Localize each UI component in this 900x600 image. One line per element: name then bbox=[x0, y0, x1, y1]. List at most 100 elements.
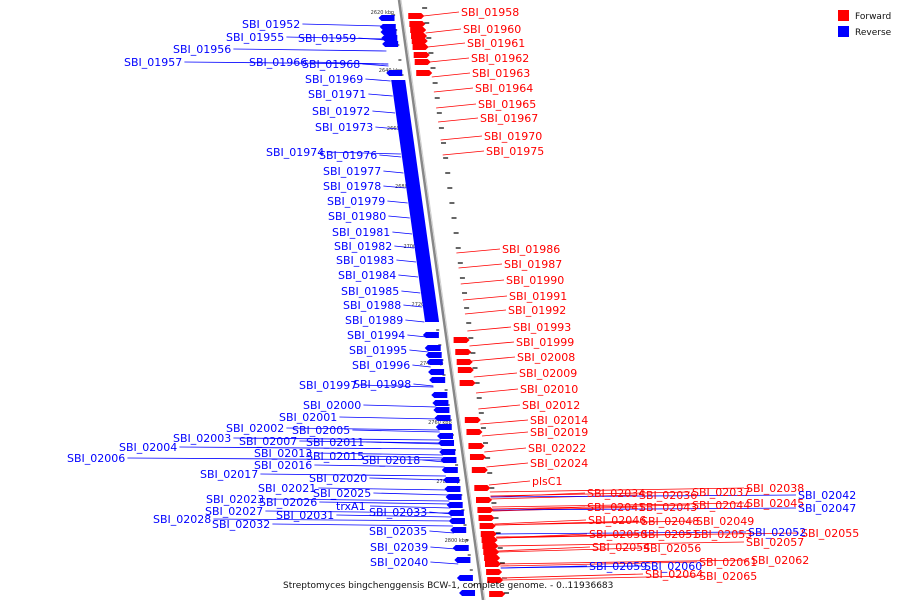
reverse-gene-label: trxA1 bbox=[336, 500, 366, 513]
label-connector bbox=[494, 520, 695, 526]
reverse-gene-block bbox=[404, 172, 423, 205]
forward-gene bbox=[457, 367, 474, 373]
forward-gene-label: SBI_01991 bbox=[509, 290, 567, 303]
label-connector bbox=[500, 561, 698, 567]
forward-gene bbox=[411, 33, 428, 39]
reverse-gene-label: SBI_01971 bbox=[308, 88, 366, 101]
label-connector bbox=[471, 356, 516, 362]
label-connector bbox=[398, 274, 419, 278]
reverse-gene-label: SBI_02026 bbox=[259, 496, 317, 509]
forward-gene-label: SBI_01986 bbox=[502, 243, 560, 256]
forward-gene bbox=[480, 531, 497, 537]
reverse-gene-label: SBI_01977 bbox=[323, 165, 381, 178]
forward-gene-label: SBI_01975 bbox=[486, 145, 544, 158]
reverse-gene-label: SBI_02059 bbox=[589, 560, 647, 573]
label-connector bbox=[440, 135, 483, 141]
label-connector bbox=[179, 446, 443, 450]
reverse-gene-label: SBI_02018 bbox=[362, 454, 420, 467]
forward-gene bbox=[456, 359, 473, 365]
label-connector bbox=[368, 93, 393, 97]
label-connector bbox=[260, 473, 446, 477]
reverse-gene-label: SBI_02015 bbox=[306, 450, 364, 463]
reverse-gene bbox=[434, 415, 451, 421]
forward-gene-label: SBI_02045 bbox=[746, 497, 804, 510]
label-connector bbox=[373, 492, 449, 496]
label-connector bbox=[460, 279, 505, 285]
forward-gene-label: SBI_01962 bbox=[471, 52, 529, 65]
label-connector bbox=[458, 263, 503, 269]
label-connector bbox=[496, 532, 800, 538]
forward-gene-label: plsC1 bbox=[532, 475, 562, 488]
reverse-gene bbox=[429, 377, 446, 383]
reverse-gene bbox=[437, 433, 454, 439]
reverse-gene-label: SBI_01966 bbox=[249, 56, 307, 69]
reverse-gene-label: SBI_02025 bbox=[313, 487, 371, 500]
forward-gene bbox=[455, 349, 472, 355]
reverse-gene bbox=[426, 359, 443, 365]
reverse-gene-label: SBI_01997 bbox=[299, 379, 357, 392]
label-connector bbox=[127, 457, 444, 461]
reverse-gene-label: SBI_02052 bbox=[748, 526, 806, 539]
reverse-gene-label: SBI_01994 bbox=[347, 329, 405, 342]
label-connector bbox=[286, 427, 440, 431]
forward-gene bbox=[412, 44, 429, 50]
label-connector bbox=[498, 546, 591, 552]
label-connector bbox=[467, 326, 512, 332]
forward-gene bbox=[453, 337, 470, 343]
forward-gene-label: SBI_01964 bbox=[475, 82, 533, 95]
label-connector bbox=[438, 117, 479, 123]
label-connector bbox=[326, 151, 401, 155]
forward-gene-label: SBI_02051 bbox=[641, 528, 699, 541]
reverse-gene-label: SBI_01976 bbox=[319, 149, 377, 162]
reverse-gene-label: SBI_02002 bbox=[226, 422, 284, 435]
label-connector bbox=[456, 248, 501, 254]
forward-gene bbox=[487, 577, 504, 583]
forward-gene-label: SBI_02038 bbox=[746, 482, 804, 495]
reverse-gene bbox=[422, 332, 439, 338]
forward-gene bbox=[481, 537, 498, 543]
forward-gene-label: SBI_01992 bbox=[508, 304, 566, 317]
forward-gene-label: SBI_01990 bbox=[506, 274, 564, 287]
reverse-gene-label: SBI_01959 bbox=[298, 32, 356, 45]
label-connector bbox=[352, 429, 440, 433]
forward-gene-label: SBI_02022 bbox=[528, 442, 586, 455]
label-connector bbox=[502, 575, 698, 581]
reverse-gene bbox=[438, 440, 455, 446]
reverse-gene-label: SBI_01981 bbox=[332, 226, 390, 239]
reverse-gene-block bbox=[422, 300, 440, 322]
reverse-gene-block bbox=[408, 205, 429, 248]
reverse-gene-label: SBI_02011 bbox=[306, 436, 364, 449]
forward-gene-label: SBI_01999 bbox=[516, 336, 574, 349]
forward-gene-label: SBI_02019 bbox=[530, 426, 588, 439]
forward-gene-label: SBI_01961 bbox=[467, 37, 525, 50]
forward-gene bbox=[484, 555, 501, 561]
reverse-gene-label: SBI_02001 bbox=[279, 411, 337, 424]
label-connector bbox=[427, 42, 466, 48]
reverse-gene-label: SBI_02020 bbox=[309, 472, 367, 485]
label-connector bbox=[184, 61, 389, 65]
forward-gene-label: SBI_01963 bbox=[472, 67, 530, 80]
reverse-gene-label: SBI_02016 bbox=[254, 459, 312, 472]
label-connector bbox=[499, 559, 750, 565]
forward-gene bbox=[411, 38, 428, 44]
label-connector bbox=[486, 462, 529, 468]
reverse-gene-label: SBI_01974 bbox=[266, 146, 324, 159]
label-connector bbox=[442, 150, 485, 156]
label-connector bbox=[480, 419, 529, 425]
reverse-gene bbox=[450, 527, 467, 533]
forward-gene bbox=[476, 497, 492, 503]
reverse-gene-block bbox=[414, 248, 436, 300]
forward-gene-label: SBI_02024 bbox=[530, 457, 588, 470]
forward-gene-label: SBI_02043 bbox=[639, 501, 697, 514]
label-connector bbox=[405, 319, 425, 323]
label-connector bbox=[423, 11, 460, 17]
label-connector bbox=[403, 304, 423, 308]
label-connector bbox=[490, 491, 691, 497]
reverse-gene bbox=[441, 467, 458, 473]
reverse-gene-label: SBI_01996 bbox=[352, 359, 410, 372]
genome-caption: Streptomyces bingchenggensis BCW-1, comp… bbox=[283, 581, 613, 591]
label-connector bbox=[375, 126, 398, 130]
label-connector bbox=[478, 404, 521, 410]
reverse-gene-label: SBI_01989 bbox=[345, 314, 403, 327]
